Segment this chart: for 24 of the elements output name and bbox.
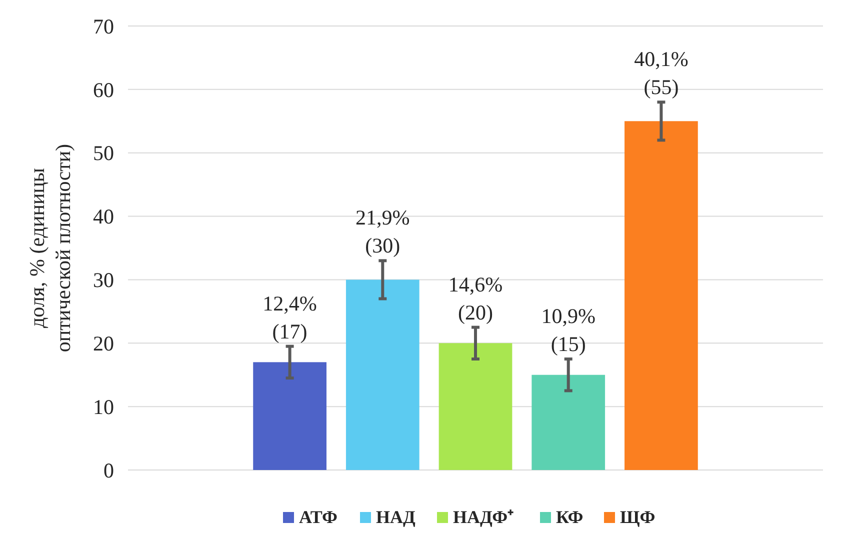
data-label: 14,6% (20) (448, 272, 503, 324)
y-tick-label: 40 (93, 204, 114, 229)
legend-label: НАД (376, 507, 416, 527)
y-tick-label: 70 (93, 14, 114, 38)
data-label: 40,1% (55) (634, 47, 688, 100)
legend-label: НАДФ⁺ (453, 507, 514, 527)
bar (253, 362, 326, 470)
bar (532, 374, 606, 470)
y-tick-label: 60 (93, 78, 114, 102)
legend-label: АТФ (299, 507, 338, 527)
data-label: 21,9% (30) (356, 206, 410, 258)
data-label: 10,9% (15) (541, 304, 596, 356)
data-label: 12,4% (17) (262, 291, 317, 344)
legend-label: ЩФ (620, 507, 656, 527)
y-axis-title: доля, % (единицы оптической плотности) (25, 144, 75, 352)
bar (346, 280, 420, 470)
y-tick-label: 20 (93, 331, 114, 356)
y-tick-label: 50 (93, 141, 114, 166)
y-tick-label: 10 (93, 394, 114, 419)
bar (624, 121, 698, 470)
y-tick-label: 30 (93, 268, 114, 292)
legend-label: КФ (556, 507, 584, 527)
bar (438, 343, 512, 470)
y-tick-label: 0 (104, 458, 114, 482)
